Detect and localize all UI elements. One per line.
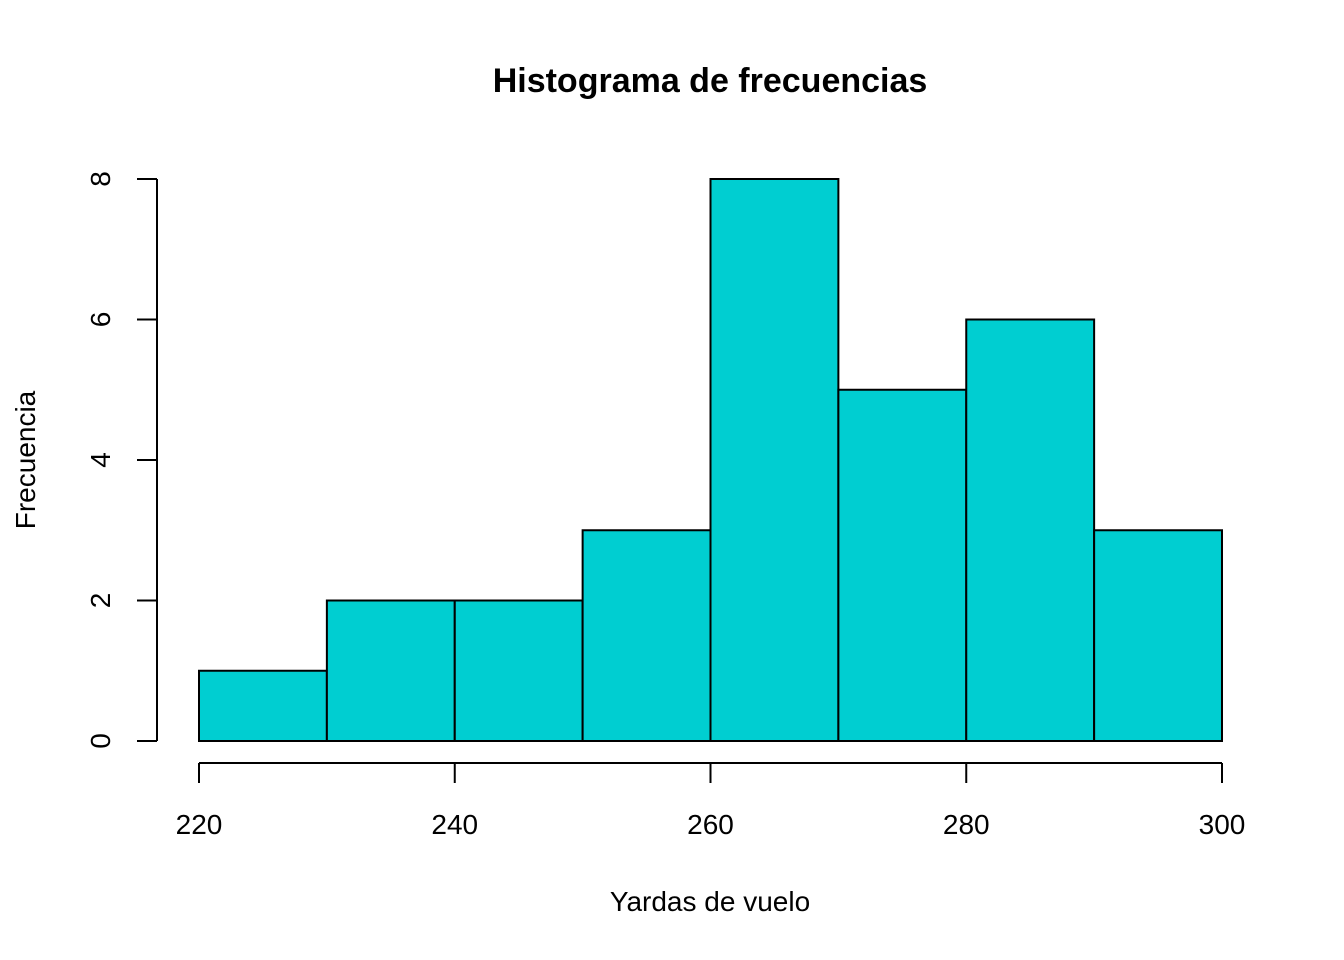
x-tick-label: 220 <box>176 809 223 840</box>
y-axis: 0 2 4 6 8 <box>85 171 158 749</box>
x-tick-label: 300 <box>1199 809 1246 840</box>
y-axis-label: Frecuencia <box>10 390 41 529</box>
y-tick-label: 4 <box>85 452 116 468</box>
histogram-bar-230-240 <box>325 599 456 742</box>
bars-group <box>198 178 1223 742</box>
histogram-bar-250-260 <box>581 529 712 742</box>
x-tick-label: 260 <box>687 809 734 840</box>
histogram-bar-240-250 <box>453 599 584 742</box>
y-tick-label: 0 <box>85 733 116 749</box>
histogram-bar-290-300 <box>1093 529 1223 742</box>
histogram-bar-270-280 <box>837 388 968 742</box>
histogram-bar-280-290 <box>965 318 1096 742</box>
x-axis-label: Yardas de vuelo <box>610 886 810 917</box>
histogram-bar-220-230 <box>198 669 328 742</box>
x-axis: 220 240 260 280 300 <box>176 762 1246 840</box>
y-tick-label: 2 <box>85 593 116 609</box>
histogram-bar-260-270 <box>709 178 840 742</box>
x-tick-label: 240 <box>431 809 478 840</box>
chart-title: Histograma de frecuencias <box>493 62 928 100</box>
y-tick-label: 6 <box>85 312 116 328</box>
x-tick-label: 280 <box>943 809 990 840</box>
y-tick-label: 8 <box>85 171 116 187</box>
